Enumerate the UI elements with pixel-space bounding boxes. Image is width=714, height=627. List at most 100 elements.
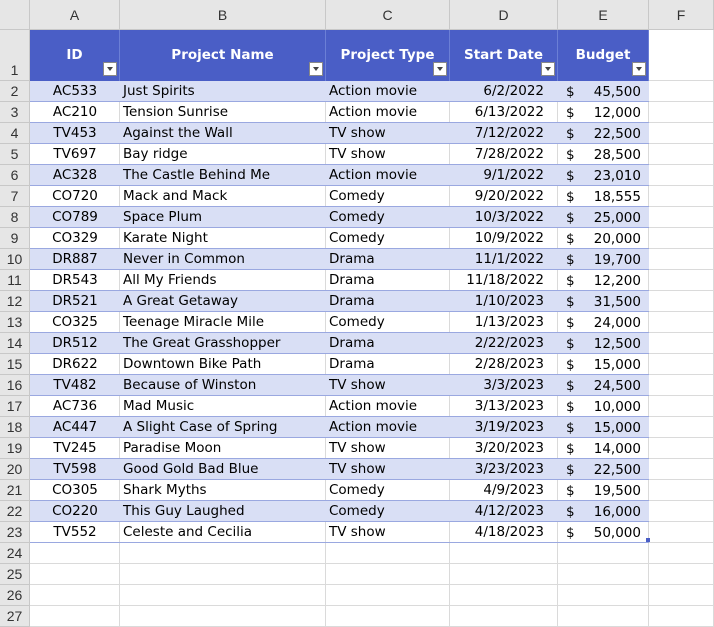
id-cell[interactable]: TV598: [30, 459, 120, 480]
date-cell[interactable]: 3/3/2023: [450, 375, 558, 396]
row-header[interactable]: 14: [0, 333, 30, 354]
cell[interactable]: [649, 165, 714, 186]
row-header[interactable]: 10: [0, 249, 30, 270]
type-cell[interactable]: Drama: [326, 333, 450, 354]
budget-cell[interactable]: [558, 249, 649, 270]
name-cell[interactable]: Celeste and Cecilia: [120, 522, 326, 543]
budget-cell[interactable]: [558, 228, 649, 249]
cell[interactable]: [649, 291, 714, 312]
cell[interactable]: [558, 543, 649, 564]
date-cell[interactable]: 4/18/2023: [450, 522, 558, 543]
type-cell[interactable]: TV show: [326, 144, 450, 165]
cell[interactable]: [649, 123, 714, 144]
cell[interactable]: [649, 333, 714, 354]
row-header[interactable]: 22: [0, 501, 30, 522]
id-cell[interactable]: TV552: [30, 522, 120, 543]
id-cell[interactable]: TV245: [30, 438, 120, 459]
row-header[interactable]: 2: [0, 81, 30, 102]
cell[interactable]: [120, 543, 326, 564]
id-cell[interactable]: DR622: [30, 354, 120, 375]
name-cell[interactable]: This Guy Laughed: [120, 501, 326, 522]
cell[interactable]: [30, 606, 120, 627]
budget-cell[interactable]: [558, 522, 649, 543]
type-cell[interactable]: Comedy: [326, 186, 450, 207]
name-cell[interactable]: A Great Getaway: [120, 291, 326, 312]
row-header[interactable]: 19: [0, 438, 30, 459]
cell[interactable]: [649, 354, 714, 375]
budget-cell[interactable]: [558, 501, 649, 522]
date-cell[interactable]: 3/23/2023: [450, 459, 558, 480]
name-cell[interactable]: A Slight Case of Spring: [120, 417, 326, 438]
cell[interactable]: [649, 81, 714, 102]
type-cell[interactable]: Drama: [326, 249, 450, 270]
name-cell[interactable]: Bay ridge: [120, 144, 326, 165]
type-cell[interactable]: Action movie: [326, 102, 450, 123]
id-cell[interactable]: CO720: [30, 186, 120, 207]
id-cell[interactable]: DR521: [30, 291, 120, 312]
cell[interactable]: [649, 312, 714, 333]
table-header[interactable]: Project Type: [326, 30, 450, 81]
type-cell[interactable]: Action movie: [326, 81, 450, 102]
id-cell[interactable]: TV482: [30, 375, 120, 396]
name-cell[interactable]: Good Gold Bad Blue: [120, 459, 326, 480]
type-cell[interactable]: Comedy: [326, 312, 450, 333]
name-cell[interactable]: The Castle Behind Me: [120, 165, 326, 186]
cell[interactable]: [649, 186, 714, 207]
id-cell[interactable]: DR543: [30, 270, 120, 291]
budget-cell[interactable]: [558, 144, 649, 165]
table-header[interactable]: Project Name: [120, 30, 326, 81]
id-cell[interactable]: CO329: [30, 228, 120, 249]
budget-cell[interactable]: [558, 375, 649, 396]
budget-cell[interactable]: [558, 396, 649, 417]
column-header[interactable]: C: [326, 0, 450, 30]
cell[interactable]: [30, 543, 120, 564]
budget-cell[interactable]: [558, 312, 649, 333]
cell[interactable]: [649, 459, 714, 480]
row-header[interactable]: 16: [0, 375, 30, 396]
id-cell[interactable]: CO789: [30, 207, 120, 228]
column-header[interactable]: B: [120, 0, 326, 30]
name-cell[interactable]: All My Friends: [120, 270, 326, 291]
cell[interactable]: [450, 606, 558, 627]
name-cell[interactable]: Mad Music: [120, 396, 326, 417]
date-cell[interactable]: 10/9/2022: [450, 228, 558, 249]
cell[interactable]: [649, 543, 714, 564]
row-header[interactable]: 23: [0, 522, 30, 543]
type-cell[interactable]: Action movie: [326, 165, 450, 186]
cell[interactable]: [649, 438, 714, 459]
cell[interactable]: [326, 543, 450, 564]
id-cell[interactable]: DR512: [30, 333, 120, 354]
name-cell[interactable]: Because of Winston: [120, 375, 326, 396]
date-cell[interactable]: 6/2/2022: [450, 81, 558, 102]
row-header[interactable]: 1: [0, 30, 30, 81]
cell[interactable]: [649, 417, 714, 438]
budget-cell[interactable]: [558, 81, 649, 102]
id-cell[interactable]: AC736: [30, 396, 120, 417]
row-header[interactable]: 18: [0, 417, 30, 438]
cell[interactable]: [450, 564, 558, 585]
column-header[interactable]: A: [30, 0, 120, 30]
date-cell[interactable]: 3/20/2023: [450, 438, 558, 459]
cell[interactable]: [558, 564, 649, 585]
budget-cell[interactable]: [558, 459, 649, 480]
type-cell[interactable]: TV show: [326, 459, 450, 480]
filter-button[interactable]: [632, 62, 646, 76]
name-cell[interactable]: Mack and Mack: [120, 186, 326, 207]
id-cell[interactable]: CO220: [30, 501, 120, 522]
row-header[interactable]: 9: [0, 228, 30, 249]
name-cell[interactable]: Paradise Moon: [120, 438, 326, 459]
id-cell[interactable]: AC533: [30, 81, 120, 102]
date-cell[interactable]: 10/3/2022: [450, 207, 558, 228]
cell[interactable]: [649, 270, 714, 291]
date-cell[interactable]: 9/1/2022: [450, 165, 558, 186]
cell[interactable]: [30, 564, 120, 585]
name-cell[interactable]: Downtown Bike Path: [120, 354, 326, 375]
date-cell[interactable]: 2/28/2023: [450, 354, 558, 375]
date-cell[interactable]: 6/13/2022: [450, 102, 558, 123]
id-cell[interactable]: TV697: [30, 144, 120, 165]
cell[interactable]: [450, 585, 558, 606]
cell[interactable]: [558, 606, 649, 627]
cell[interactable]: [649, 606, 714, 627]
row-header[interactable]: 27: [0, 606, 30, 627]
date-cell[interactable]: 7/12/2022: [450, 123, 558, 144]
